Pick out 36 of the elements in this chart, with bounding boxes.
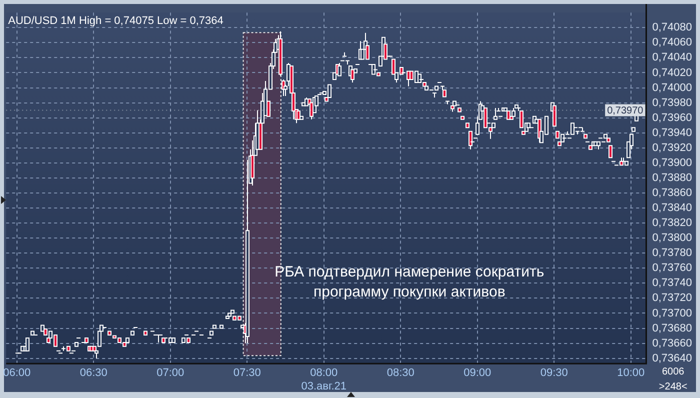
y-tick-label: 0,74040	[652, 52, 692, 64]
y-tick-label: 0,73700	[652, 307, 692, 320]
y-tick-label: 0,73840	[652, 202, 692, 214]
y-tick-label: 0,73680	[652, 322, 692, 334]
x-tick-label: 10:00	[617, 367, 645, 380]
y-tick-label: 0,73860	[652, 187, 692, 200]
y-tick-label: 0,73660	[652, 337, 692, 350]
y-tick-label: 0,74080	[652, 22, 692, 34]
x-tick-label: 08:30	[386, 367, 414, 380]
y-tick-label: 0,73760	[652, 262, 692, 274]
x-tick-label: 09:00	[464, 367, 492, 380]
y-tick-label: 0,73960	[652, 112, 692, 124]
y-tick-label: 0,73920	[652, 142, 692, 154]
y-tick-label: 0,73900	[652, 156, 692, 169]
y-tick-label: 0,73720	[652, 292, 692, 304]
text: 6006	[662, 366, 685, 378]
y-tick-label: 0,73940	[652, 126, 692, 139]
y-tick-label: 0,73740	[652, 277, 692, 290]
annotation: РБА подтвердил намерение сократить программу покупки активов	[274, 263, 544, 300]
x-tick-label: 07:30	[233, 367, 261, 380]
y-tick-label: 0,73880	[652, 172, 692, 184]
y-tick-label: 0,73820	[652, 217, 692, 230]
chart-title: AUD/USD 1M High = 0,74075 Low = 0,7364	[8, 15, 224, 28]
text: >248<	[658, 381, 688, 392]
y-tick-label: 0,73780	[652, 247, 692, 260]
x-tick-label: 06:30	[80, 367, 108, 380]
x-tick-label: 07:00	[156, 367, 184, 380]
x-tick-label: 08:00 03.авг.21	[301, 367, 346, 392]
y-tick-label: 0,74020	[652, 66, 692, 79]
y-tick-label: 0,73640	[652, 352, 692, 364]
y-tick-label: 0,73800	[652, 232, 692, 244]
y-tick-label: 0,73980	[652, 96, 692, 109]
y-tick-label: 0,74000	[652, 82, 692, 94]
y-tick-label: 0,74060	[652, 36, 692, 49]
ref-line-label: 0,73970	[607, 106, 644, 117]
x-tick-label: 09:30	[540, 367, 568, 380]
